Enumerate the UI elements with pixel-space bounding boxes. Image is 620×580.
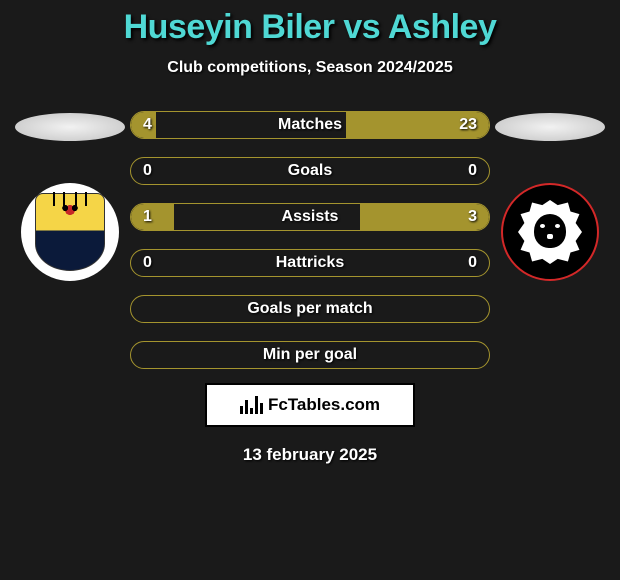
stat-label: Goals: [288, 162, 332, 180]
stat-label: Matches: [278, 116, 342, 134]
date-label: 13 february 2025: [0, 445, 620, 465]
stat-left-value: 1: [143, 208, 152, 226]
stat-label: Assists: [282, 208, 339, 226]
right-club-badge: [501, 183, 599, 281]
stat-left-value: 0: [143, 254, 152, 272]
stat-row: 0 0 Goals: [130, 157, 490, 185]
bar-chart-icon: [240, 396, 262, 414]
stat-right-value: 23: [459, 116, 477, 134]
left-club-badge: [21, 183, 119, 281]
stat-right-value: 0: [468, 254, 477, 272]
stat-row: Min per goal: [130, 341, 490, 369]
wimbledon-crest-icon: [35, 193, 105, 271]
stat-bars: 4 23 Matches 0 0 Goals 1 3 Assists 0 0 Hattricks Goa…: [130, 105, 490, 369]
right-side: [490, 105, 610, 281]
stat-label: Hattricks: [276, 254, 344, 272]
right-country-flag: [495, 113, 605, 141]
left-country-flag: [15, 113, 125, 141]
watermark[interactable]: FcTables.com: [205, 383, 415, 427]
salford-lion-icon: [518, 200, 582, 264]
stat-label: Min per goal: [263, 346, 357, 364]
stat-row: 1 3 Assists: [130, 203, 490, 231]
stat-right-value: 3: [468, 208, 477, 226]
stat-row: 0 0 Hattricks: [130, 249, 490, 277]
stat-left-value: 0: [143, 162, 152, 180]
stat-row: 4 23 Matches: [130, 111, 490, 139]
subtitle: Club competitions, Season 2024/2025: [0, 59, 620, 77]
comparison-card: Huseyin Biler vs Ashley Club competition…: [0, 0, 620, 465]
stat-label: Goals per match: [247, 300, 372, 318]
stat-row: Goals per match: [130, 295, 490, 323]
page-title: Huseyin Biler vs Ashley: [0, 8, 620, 47]
bar-fill-left: [131, 204, 174, 230]
watermark-text: FcTables.com: [268, 395, 380, 415]
stat-left-value: 4: [143, 116, 152, 134]
stat-right-value: 0: [468, 162, 477, 180]
left-side: [10, 105, 130, 281]
main-row: 4 23 Matches 0 0 Goals 1 3 Assists 0 0 Hattricks Goa…: [0, 105, 620, 369]
